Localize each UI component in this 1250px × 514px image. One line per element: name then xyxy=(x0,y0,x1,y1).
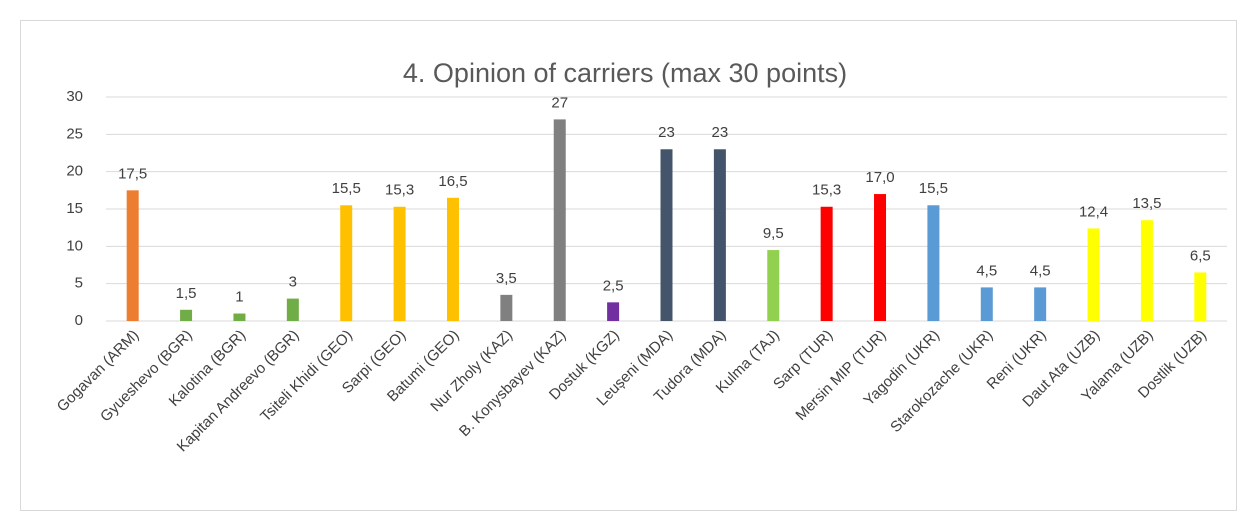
y-tick-label: 30 xyxy=(66,88,83,105)
bar xyxy=(607,302,620,321)
y-tick-label: 20 xyxy=(66,163,83,180)
y-tick-label: 10 xyxy=(66,237,83,254)
data-label: 1,5 xyxy=(176,285,197,302)
bar xyxy=(713,149,726,321)
bar xyxy=(1087,228,1100,321)
data-label: 15,3 xyxy=(385,182,414,199)
chart-title: 4. Opinion of carriers (max 30 points) xyxy=(403,58,847,88)
bar xyxy=(767,250,780,321)
data-label: 17,5 xyxy=(118,165,147,182)
bar xyxy=(233,313,246,321)
data-label: 9,5 xyxy=(763,225,784,242)
y-tick-label: 15 xyxy=(66,200,83,217)
bar xyxy=(980,287,993,321)
bar xyxy=(927,205,940,321)
data-label: 16,5 xyxy=(438,173,467,190)
data-label: 13,5 xyxy=(1132,195,1161,212)
data-label: 23 xyxy=(712,124,729,141)
data-label: 15,5 xyxy=(332,180,361,197)
bar xyxy=(553,119,566,322)
bar xyxy=(126,190,139,321)
bar xyxy=(1140,220,1153,321)
data-label: 23 xyxy=(658,124,675,141)
chart-border xyxy=(20,20,1237,511)
data-label: 12,4 xyxy=(1079,203,1108,220)
y-tick-label: 0 xyxy=(75,312,83,329)
data-label: 4,5 xyxy=(976,262,997,279)
data-label: 17,0 xyxy=(865,169,894,186)
bar xyxy=(1034,287,1047,321)
bar xyxy=(500,294,513,321)
y-tick-label: 25 xyxy=(66,125,83,142)
data-label: 15,3 xyxy=(812,182,841,199)
bar xyxy=(286,298,299,321)
data-label: 6,5 xyxy=(1190,247,1211,264)
data-label: 4,5 xyxy=(1030,262,1051,279)
bar xyxy=(820,206,833,321)
bar xyxy=(1194,272,1207,321)
bar xyxy=(393,206,406,321)
data-label: 1 xyxy=(235,289,243,306)
bar xyxy=(874,194,887,321)
bar xyxy=(340,205,353,321)
data-label: 15,5 xyxy=(919,180,948,197)
bar xyxy=(660,149,673,321)
bar xyxy=(446,197,459,321)
data-label: 3 xyxy=(289,274,297,291)
y-tick-label: 5 xyxy=(75,275,83,292)
data-label: 2,5 xyxy=(603,277,624,294)
data-label: 3,5 xyxy=(496,270,517,287)
data-label: 27 xyxy=(551,94,568,111)
bar xyxy=(180,309,193,321)
